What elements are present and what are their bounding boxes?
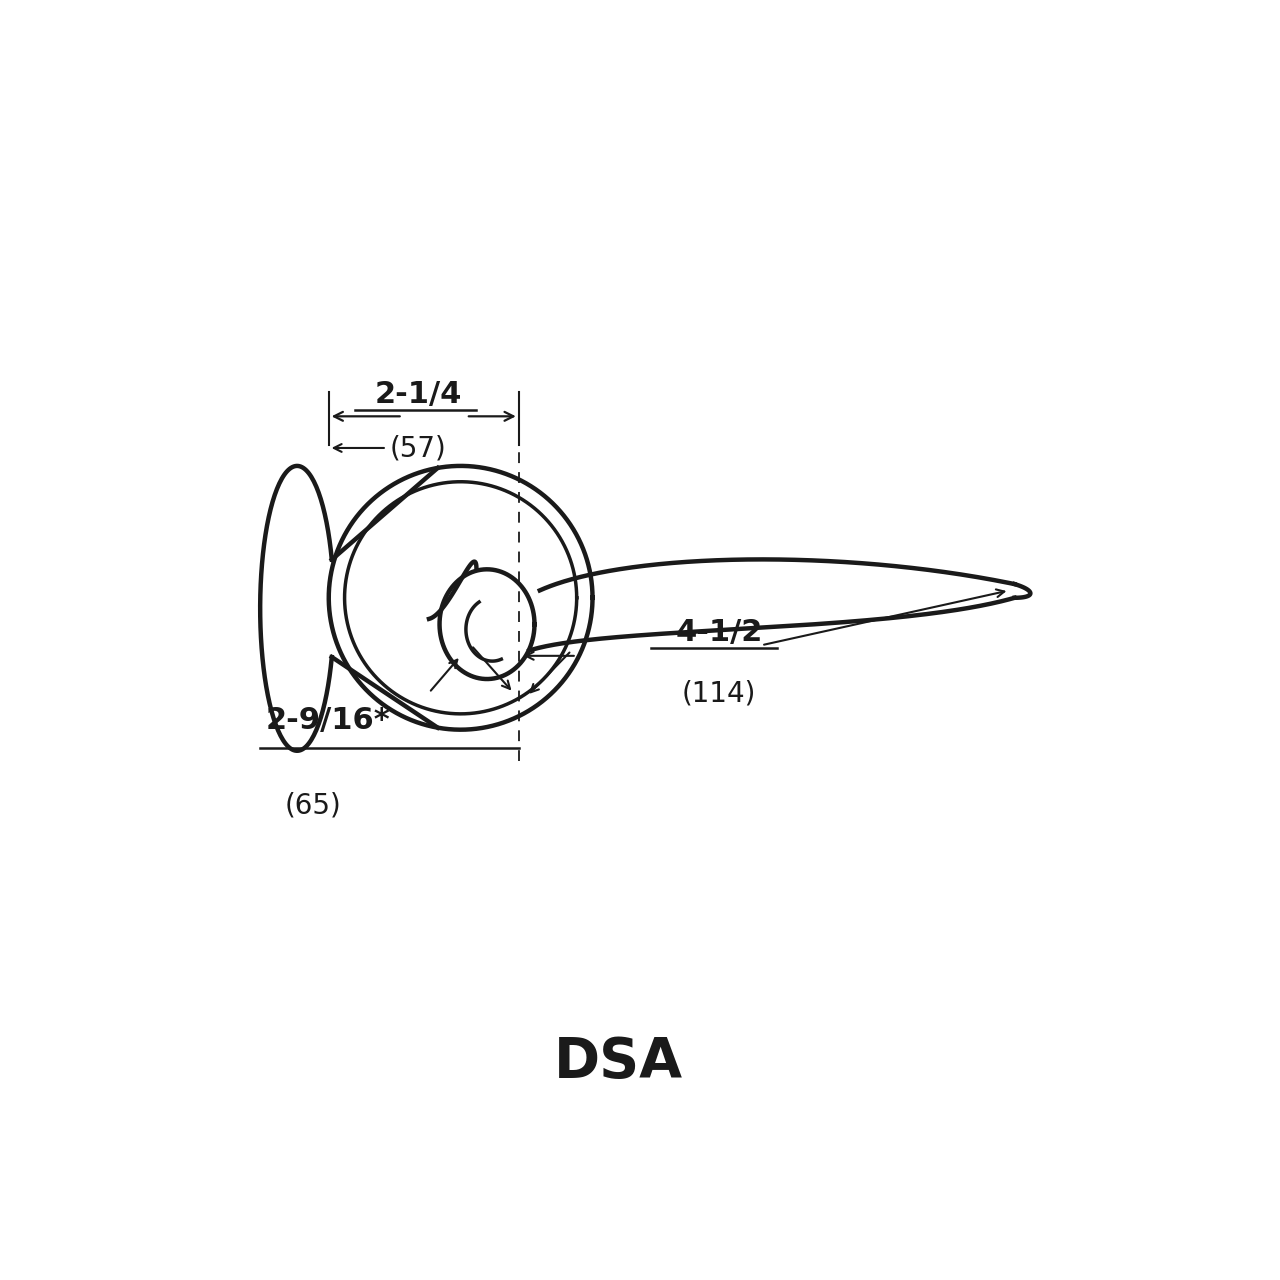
Text: 4-1/2: 4-1/2	[676, 618, 763, 648]
Text: 2-9/16*: 2-9/16*	[265, 707, 390, 735]
Text: DSA: DSA	[554, 1036, 684, 1089]
Text: (57): (57)	[390, 434, 447, 462]
Text: (65): (65)	[284, 792, 342, 820]
Text: (114): (114)	[682, 678, 756, 707]
Text: 2-1/4: 2-1/4	[375, 380, 462, 408]
